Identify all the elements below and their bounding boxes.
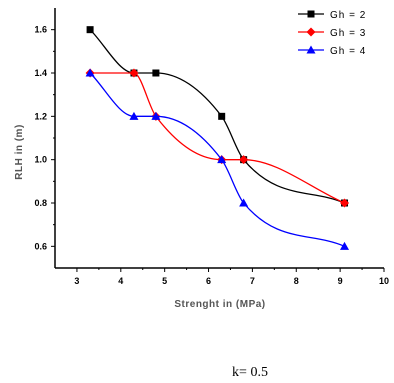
series-line — [89, 29, 345, 204]
x-tick-label: 5 — [162, 276, 167, 286]
y-tick-label: 1.6 — [34, 25, 47, 35]
x-tick-label: 4 — [118, 276, 123, 286]
data-point — [340, 198, 350, 208]
x-tick-label: 10 — [379, 276, 389, 286]
x-tick-label: 3 — [74, 276, 79, 286]
series-line — [89, 72, 345, 247]
y-tick-label: 0.8 — [34, 198, 47, 208]
y-axis-title: RLH in (m) — [14, 124, 25, 180]
series-2 — [85, 68, 350, 208]
data-point — [85, 68, 95, 77]
y-tick-label: 1.0 — [34, 155, 47, 165]
data-point — [239, 155, 249, 165]
data-point — [217, 155, 227, 164]
y-tick-label: 1.4 — [34, 68, 47, 78]
series-line — [90, 72, 345, 204]
x-tick-label: 6 — [206, 276, 211, 286]
data-point — [340, 241, 350, 250]
data-point — [218, 112, 226, 120]
legend-marker — [307, 10, 315, 18]
legend-marker — [306, 45, 316, 54]
data-point — [151, 111, 161, 120]
x-tick-label: 9 — [338, 276, 343, 286]
legend-marker — [306, 27, 316, 37]
legend-label: Gh = 2 — [330, 10, 366, 21]
y-tick-label: 1.2 — [34, 111, 47, 121]
legend-item: Gh = 2 — [298, 10, 366, 21]
x-tick-label: 7 — [250, 276, 255, 286]
legend-item: Gh = 3 — [298, 27, 366, 39]
data-point — [152, 69, 160, 77]
legend-label: Gh = 3 — [330, 28, 366, 39]
caption: k= 0.5 — [232, 365, 268, 380]
legend-label: Gh = 4 — [330, 46, 366, 57]
x-tick-label: 8 — [294, 276, 299, 286]
series-3 — [85, 68, 350, 250]
y-tick-label: 0.6 — [34, 241, 47, 251]
x-axis-title: Strenght in (MPa) — [174, 299, 265, 310]
data-point — [239, 198, 249, 207]
data-point — [86, 26, 94, 34]
legend-item: Gh = 4 — [298, 45, 366, 57]
data-point — [129, 68, 139, 78]
data-point — [129, 111, 139, 120]
